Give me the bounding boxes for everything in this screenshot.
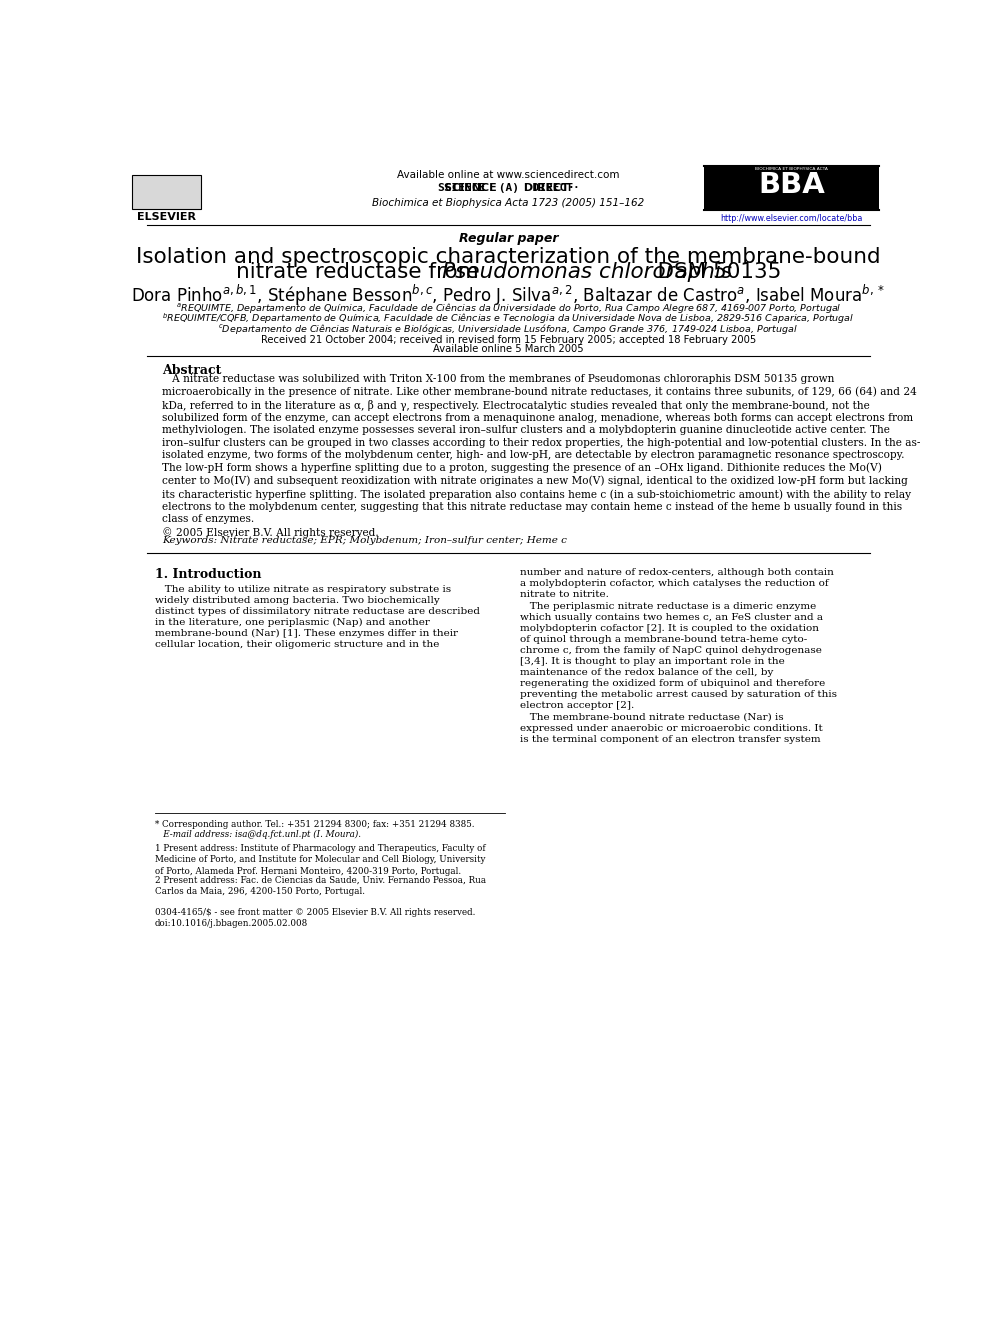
FancyBboxPatch shape xyxy=(704,167,879,209)
Text: BBA: BBA xyxy=(758,172,825,200)
Text: E-mail address: isa@dq.fct.unl.pt (I. Moura).: E-mail address: isa@dq.fct.unl.pt (I. Mo… xyxy=(155,830,361,839)
Text: * Corresponding author. Tel.: +351 21294 8300; fax: +351 21294 8385.: * Corresponding author. Tel.: +351 21294… xyxy=(155,820,474,830)
Text: $^b$REQUIMTE/CQFB, Departamento de Química, Faculdade de Ciências e Tecnologia d: $^b$REQUIMTE/CQFB, Departamento de Quími… xyxy=(163,312,854,327)
Text: Dora Pinho$^{a,b,1}$, Stéphane Besson$^{b,c}$, Pedro J. Silva$^{a,2}$, Baltazar : Dora Pinho$^{a,b,1}$, Stéphane Besson$^{… xyxy=(132,283,885,308)
Text: Received 21 October 2004; received in revised form 15 February 2005; accepted 18: Received 21 October 2004; received in re… xyxy=(261,335,756,345)
Text: 2 Present address: Fac. de Ciencias da Saude, Univ. Fernando Pessoa, Rua
Carlos : 2 Present address: Fac. de Ciencias da S… xyxy=(155,876,486,896)
Text: 1. Introduction: 1. Introduction xyxy=(155,569,261,581)
Text: $^a$REQUIMTE, Departamento de Química, Faculdade de Ciências da Universidade do : $^a$REQUIMTE, Departamento de Química, F… xyxy=(176,302,841,315)
Text: Regular paper: Regular paper xyxy=(458,232,558,245)
Text: Available online at www.sciencedirect.com: Available online at www.sciencedirect.co… xyxy=(397,169,620,180)
Text: 1 Present address: Institute of Pharmacology and Therapeutics, Faculty of
Medici: 1 Present address: Institute of Pharmaco… xyxy=(155,844,485,876)
Text: BIOCHIMICA ET BIOPHYSICA ACTA: BIOCHIMICA ET BIOPHYSICA ACTA xyxy=(755,168,828,172)
Text: nitrate reductase from                          DSM 50135: nitrate reductase from DSM 50135 xyxy=(236,262,781,282)
Text: A nitrate reductase was solubilized with Triton X-100 from the membranes of Pseu: A nitrate reductase was solubilized with… xyxy=(163,373,921,537)
Text: Abstract: Abstract xyxy=(163,364,222,377)
Text: 0304-4165/$ - see front matter © 2005 Elsevier B.V. All rights reserved.
doi:10.: 0304-4165/$ - see front matter © 2005 El… xyxy=(155,908,475,927)
Text: $^c$Departamento de Ciências Naturais e Biológicas, Universidade Lusófona, Campo: $^c$Departamento de Ciências Naturais e … xyxy=(218,321,799,336)
Text: The ability to utilize nitrate as respiratory substrate is
widely distributed am: The ability to utilize nitrate as respir… xyxy=(155,585,480,650)
Text: ELSEVIER: ELSEVIER xyxy=(137,212,195,222)
Text: SCIENCE  (A)  DIRECT·: SCIENCE (A) DIRECT· xyxy=(437,183,579,193)
FancyBboxPatch shape xyxy=(132,175,200,209)
Text: SCIENCE       DIRECT·: SCIENCE DIRECT· xyxy=(443,183,573,193)
Text: http://www.elsevier.com/locate/bba: http://www.elsevier.com/locate/bba xyxy=(720,214,863,222)
Text: Isolation and spectroscopic characterization of the membrane-bound: Isolation and spectroscopic characteriza… xyxy=(136,247,881,267)
Text: Biochimica et Biophysica Acta 1723 (2005) 151–162: Biochimica et Biophysica Acta 1723 (2005… xyxy=(372,198,645,209)
Text: number and nature of redox-centers, although both contain
a molybdopterin cofact: number and nature of redox-centers, alth… xyxy=(520,569,837,744)
Text: Available online 5 March 2005: Available online 5 March 2005 xyxy=(434,344,583,355)
Text: Keywords: Nitrate reductase; EPR; Molybdenum; Iron–sulfur center; Heme c: Keywords: Nitrate reductase; EPR; Molybd… xyxy=(163,536,567,545)
Text: Pseudomonas chlororaphis: Pseudomonas chlororaphis xyxy=(285,262,732,282)
